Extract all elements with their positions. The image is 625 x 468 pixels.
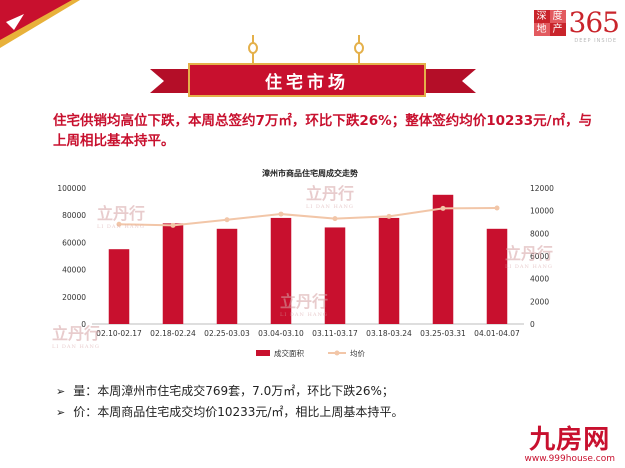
banner-title: 住宅市场 — [265, 72, 349, 93]
legend-label-area: 成交面积 — [274, 348, 304, 358]
line-point-price — [224, 217, 230, 223]
bar-area — [378, 217, 400, 324]
y-right-tick-label: 0 — [530, 320, 535, 329]
brand-cell: 深 — [533, 10, 550, 23]
footer-logo-url: www.999house.com — [524, 454, 615, 464]
bar-area — [108, 249, 130, 324]
x-tick-label: 02.10-02.17 — [96, 329, 142, 338]
bar-area — [486, 228, 508, 324]
watermark: 立丹行 LI DAN HANG — [505, 240, 553, 270]
y-right-tick-label: 2000 — [530, 297, 549, 306]
banner-ribbon-left — [150, 69, 200, 93]
trend-chart: 漳州市商品住宅周成交走势0200004000060000800001000000… — [57, 168, 554, 358]
watermark-pinyin: LI DAN HANG — [97, 224, 145, 230]
legend-label-price: 均价 — [350, 348, 365, 358]
watermark: 立丹行 LI DAN HANG — [280, 288, 328, 318]
watermark-name: 立丹行 — [280, 292, 329, 311]
y-right-tick-label: 12000 — [530, 184, 554, 193]
chart-card: 漳州市商品住宅周成交走势 0 20000 40000 60000 80000 100000 0… — [56, 160, 564, 368]
y-left-tick-label: 0 — [81, 320, 86, 329]
watermark-name: 立丹行 — [306, 184, 355, 203]
y-right-tick-label: 6000 — [530, 252, 549, 261]
knot-icon — [248, 35, 258, 63]
brand-cell: 地 — [533, 23, 550, 36]
bullet-text: 量：本周漳州市住宅成交769套，7.0万㎡，环比下跌26%； — [73, 384, 394, 398]
x-tick-label: 03.18-03.24 — [366, 329, 412, 338]
y-left-tick-label: 80000 — [62, 211, 86, 220]
arrow-bullet-icon: ➢ — [56, 385, 66, 398]
y-left-tick-label: 40000 — [62, 266, 86, 275]
x-tick-label: 03.25-03.31 — [420, 329, 466, 338]
watermark-pinyin: LI DAN HANG — [505, 264, 553, 270]
watermark: 立丹行 LI DAN HANG — [52, 320, 100, 350]
watermark-name: 立丹行 — [52, 324, 101, 343]
watermark-pinyin: LI DAN HANG — [52, 344, 100, 350]
watermark-pinyin: LI DAN HANG — [280, 312, 328, 318]
chart-title: 漳州市商品住宅周成交走势 — [262, 168, 358, 178]
x-tick-label: 03.11-03.17 — [312, 329, 358, 338]
line-point-price — [440, 205, 446, 211]
x-tick-label: 03.04-03.10 — [258, 329, 304, 338]
legend-marker-price — [334, 350, 340, 356]
line-point-price — [116, 221, 122, 227]
bullet-list: ➢ 量：本周漳州市住宅成交769套，7.0万㎡，环比下跌26%； ➢ 价：本周商… — [56, 381, 596, 423]
line-point-price — [278, 211, 284, 217]
bar-area — [324, 227, 346, 324]
arrow-bullet-icon: ➢ — [56, 406, 66, 419]
watermark: 立丹行 LI DAN HANG — [306, 180, 354, 210]
bullet-item: ➢ 价：本周商品住宅成交均价10233元/㎡，相比上周基本持平。 — [56, 402, 596, 423]
line-point-price — [494, 205, 500, 211]
line-point-price — [332, 216, 338, 222]
brand-tagline: DEEP INSIDE — [574, 38, 617, 44]
line-price — [118, 207, 498, 227]
banner-ribbon-right — [426, 69, 476, 93]
watermark: 立丹行 LI DAN HANG — [97, 200, 145, 230]
bar-area — [162, 223, 184, 324]
brand-number: 365 — [568, 6, 620, 39]
corner-flag-decoration — [0, 0, 80, 48]
y-left-tick-label: 100000 — [57, 184, 86, 193]
x-tick-label: 02.18-02.24 — [150, 329, 196, 338]
legend-swatch-area — [256, 350, 270, 356]
footer-logo: 九房网 www.999house.com — [524, 426, 615, 464]
section-banner: 住宅市场 — [188, 63, 426, 97]
watermark-name: 立丹行 — [505, 244, 554, 263]
y-left-tick-label: 60000 — [62, 238, 86, 247]
knot-icon — [354, 35, 364, 63]
y-left-tick-label: 20000 — [62, 293, 86, 302]
brand-logo: 深 度 地 产 365 — [533, 6, 620, 39]
watermark-name: 立丹行 — [97, 204, 146, 223]
x-tick-label: 02.25-03.03 — [204, 329, 250, 338]
y-right-tick-label: 10000 — [530, 207, 554, 216]
bullet-item: ➢ 量：本周漳州市住宅成交769套，7.0万㎡，环比下跌26%； — [56, 381, 596, 402]
brand-cell: 度 — [549, 10, 566, 23]
line-point-price — [386, 213, 392, 219]
watermark-pinyin: LI DAN HANG — [306, 204, 354, 210]
summary-text: 住宅供销均高位下跌，本周总签约7万㎡，环比下跌26%；整体签约均价10233元/… — [53, 113, 593, 149]
x-tick-label: 04.01-04.07 — [474, 329, 520, 338]
y-right-tick-label: 4000 — [530, 275, 549, 284]
bar-area — [432, 194, 454, 324]
bullet-text: 价：本周商品住宅成交均价10233元/㎡，相比上周基本持平。 — [73, 405, 404, 419]
brand-cell: 产 — [549, 23, 566, 36]
line-point-price — [170, 222, 176, 228]
y-right-tick-label: 8000 — [530, 229, 549, 238]
footer-logo-name: 九房网 — [529, 425, 611, 455]
bar-area — [270, 217, 292, 324]
bar-area — [216, 228, 238, 324]
brand-cells: 深 度 地 产 — [533, 10, 566, 36]
